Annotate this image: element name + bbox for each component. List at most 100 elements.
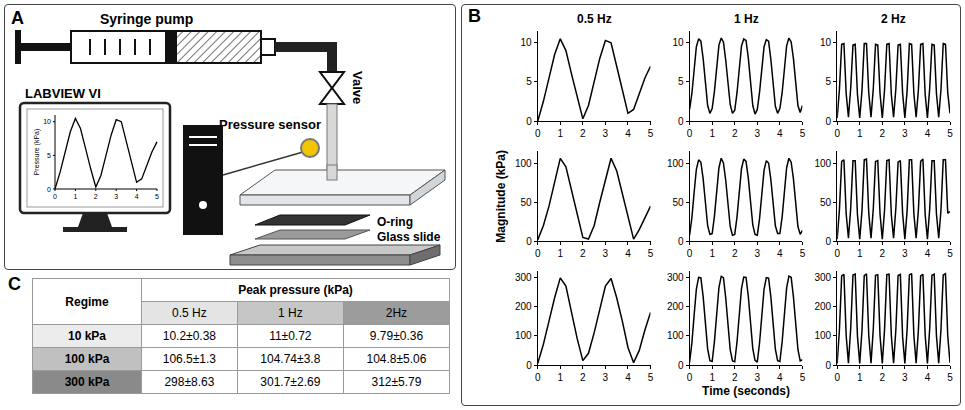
svg-text:A: A bbox=[11, 8, 24, 28]
svg-text:200: 200 bbox=[667, 301, 684, 312]
svg-text:1: 1 bbox=[709, 128, 715, 139]
svg-text:10: 10 bbox=[43, 118, 51, 125]
svg-text:5: 5 bbox=[155, 193, 159, 200]
svg-text:1: 1 bbox=[557, 372, 563, 383]
svg-text:2: 2 bbox=[580, 128, 586, 139]
svg-text:1: 1 bbox=[709, 372, 715, 383]
svg-text:5: 5 bbox=[826, 76, 832, 87]
svg-text:5: 5 bbox=[678, 76, 684, 87]
svg-text:0: 0 bbox=[687, 128, 693, 139]
svg-text:1: 1 bbox=[857, 248, 863, 259]
svg-text:0: 0 bbox=[535, 128, 541, 139]
svg-text:0: 0 bbox=[53, 193, 57, 200]
svg-text:50: 50 bbox=[521, 197, 533, 208]
svg-text:4: 4 bbox=[777, 128, 783, 139]
svg-text:2: 2 bbox=[580, 248, 586, 259]
svg-text:3: 3 bbox=[755, 372, 761, 383]
svg-text:10: 10 bbox=[820, 37, 832, 48]
svg-text:0.5 Hz: 0.5 Hz bbox=[577, 12, 612, 26]
svg-text:4: 4 bbox=[625, 372, 631, 383]
svg-text:3: 3 bbox=[603, 128, 609, 139]
svg-text:Syringe pump: Syringe pump bbox=[100, 11, 193, 27]
svg-text:5: 5 bbox=[947, 372, 953, 383]
svg-text:10: 10 bbox=[672, 37, 684, 48]
svg-text:2: 2 bbox=[880, 248, 886, 259]
svg-text:2: 2 bbox=[880, 372, 886, 383]
svg-text:LABVIEW VI: LABVIEW VI bbox=[25, 86, 101, 101]
svg-text:0: 0 bbox=[526, 360, 532, 371]
svg-text:100: 100 bbox=[814, 158, 831, 169]
svg-text:5: 5 bbox=[947, 128, 953, 139]
svg-text:2 Hz: 2 Hz bbox=[881, 12, 906, 26]
svg-text:0: 0 bbox=[535, 372, 541, 383]
svg-text:0: 0 bbox=[826, 116, 832, 127]
svg-text:3: 3 bbox=[603, 372, 609, 383]
svg-text:4: 4 bbox=[777, 248, 783, 259]
svg-text:100: 100 bbox=[515, 158, 532, 169]
svg-text:1: 1 bbox=[557, 128, 563, 139]
svg-text:4: 4 bbox=[625, 248, 631, 259]
svg-text:300: 300 bbox=[515, 272, 532, 283]
svg-text:0: 0 bbox=[535, 248, 541, 259]
svg-text:0: 0 bbox=[526, 236, 532, 247]
svg-text:100: 100 bbox=[667, 158, 684, 169]
svg-text:10: 10 bbox=[521, 37, 533, 48]
svg-text:3: 3 bbox=[902, 128, 908, 139]
svg-text:50: 50 bbox=[672, 197, 684, 208]
svg-text:100: 100 bbox=[515, 330, 532, 341]
svg-text:50: 50 bbox=[820, 197, 832, 208]
svg-text:Pressure (kPa): Pressure (kPa) bbox=[33, 129, 41, 176]
svg-text:1 Hz: 1 Hz bbox=[734, 12, 759, 26]
svg-text:3: 3 bbox=[902, 372, 908, 383]
svg-text:3: 3 bbox=[755, 128, 761, 139]
svg-text:5: 5 bbox=[947, 248, 953, 259]
svg-text:4: 4 bbox=[925, 372, 931, 383]
svg-text:0: 0 bbox=[687, 248, 693, 259]
svg-text:O-ring: O-ring bbox=[377, 215, 413, 229]
svg-text:200: 200 bbox=[814, 301, 831, 312]
svg-text:0: 0 bbox=[678, 360, 684, 371]
svg-text:5: 5 bbox=[526, 76, 532, 87]
svg-text:0: 0 bbox=[834, 248, 840, 259]
svg-text:3: 3 bbox=[902, 248, 908, 259]
svg-text:0: 0 bbox=[526, 116, 532, 127]
svg-text:2: 2 bbox=[732, 248, 738, 259]
svg-text:2: 2 bbox=[94, 193, 98, 200]
svg-text:200: 200 bbox=[515, 301, 532, 312]
svg-text:1: 1 bbox=[557, 248, 563, 259]
svg-text:5: 5 bbox=[648, 128, 654, 139]
svg-text:0: 0 bbox=[834, 372, 840, 383]
svg-text:5: 5 bbox=[47, 152, 51, 159]
svg-text:0: 0 bbox=[834, 128, 840, 139]
svg-text:100: 100 bbox=[814, 330, 831, 341]
svg-text:1: 1 bbox=[73, 193, 77, 200]
svg-text:3: 3 bbox=[114, 193, 118, 200]
svg-text:5: 5 bbox=[800, 248, 806, 259]
svg-text:0: 0 bbox=[826, 236, 832, 247]
svg-text:Pressure sensor: Pressure sensor bbox=[219, 117, 321, 132]
svg-text:0: 0 bbox=[826, 360, 832, 371]
svg-text:1: 1 bbox=[857, 372, 863, 383]
svg-text:2: 2 bbox=[732, 372, 738, 383]
svg-text:100: 100 bbox=[667, 330, 684, 341]
svg-text:Valve: Valve bbox=[350, 71, 365, 104]
svg-text:3: 3 bbox=[603, 248, 609, 259]
svg-text:2: 2 bbox=[580, 372, 586, 383]
svg-text:4: 4 bbox=[625, 128, 631, 139]
svg-text:2: 2 bbox=[732, 128, 738, 139]
svg-text:5: 5 bbox=[800, 128, 806, 139]
svg-text:5: 5 bbox=[800, 372, 806, 383]
svg-text:0: 0 bbox=[678, 236, 684, 247]
svg-text:4: 4 bbox=[135, 193, 139, 200]
svg-text:5: 5 bbox=[648, 248, 654, 259]
svg-text:Time (seconds): Time (seconds) bbox=[702, 384, 790, 398]
svg-text:300: 300 bbox=[814, 272, 831, 283]
svg-text:Glass slide: Glass slide bbox=[377, 230, 441, 244]
svg-text:300: 300 bbox=[667, 272, 684, 283]
svg-text:1: 1 bbox=[709, 248, 715, 259]
svg-text:4: 4 bbox=[777, 372, 783, 383]
svg-text:0: 0 bbox=[47, 186, 51, 193]
svg-text:3: 3 bbox=[755, 248, 761, 259]
svg-text:1: 1 bbox=[857, 128, 863, 139]
svg-text:Magnitude (kPa): Magnitude (kPa) bbox=[494, 150, 508, 243]
